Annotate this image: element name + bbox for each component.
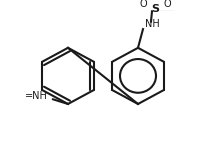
Text: =NH: =NH [25,92,48,101]
Text: O: O [138,0,146,9]
Text: S: S [150,4,158,13]
Text: O: O [162,0,170,9]
Text: NH: NH [144,19,159,29]
